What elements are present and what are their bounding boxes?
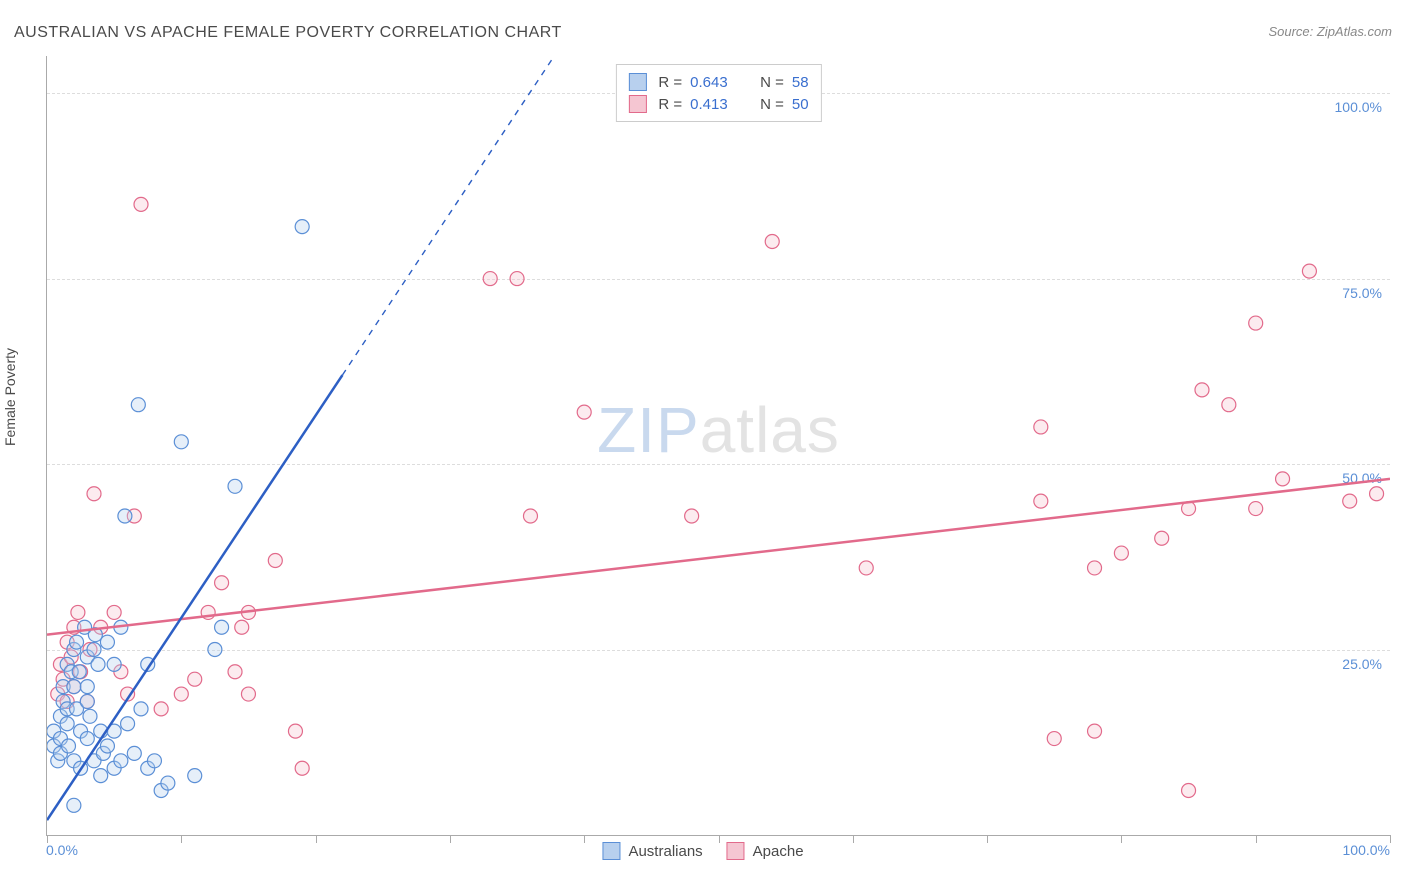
legend-series-label-1: Apache xyxy=(753,843,804,860)
legend-n-label-1: N = xyxy=(760,96,784,113)
legend-n-label-0: N = xyxy=(760,74,784,91)
x-tick-label-max: 100.0% xyxy=(1343,842,1390,858)
legend-series-swatch-1 xyxy=(727,842,745,860)
legend-n-value-0: 58 xyxy=(792,74,809,91)
x-tick-70 xyxy=(987,835,988,843)
legend-r-label-1: R = xyxy=(658,96,682,113)
x-tick-80 xyxy=(1121,835,1122,843)
chart-title: AUSTRALIAN VS APACHE FEMALE POVERTY CORR… xyxy=(14,24,562,42)
x-tick-100 xyxy=(1390,835,1391,843)
chart-container: AUSTRALIAN VS APACHE FEMALE POVERTY CORR… xyxy=(0,0,1406,892)
legend-r-label-0: R = xyxy=(658,74,682,91)
legend-series-0: Australians xyxy=(602,842,702,860)
plot-area: ZIPatlas R = 0.643 N = 58 R = 0.413 N = … xyxy=(46,56,1390,836)
legend-r-value-0: 0.643 xyxy=(690,74,742,91)
x-tick-10 xyxy=(181,835,182,843)
legend-n-value-1: 50 xyxy=(792,96,809,113)
legend-swatch-0 xyxy=(628,73,646,91)
source-label: Source: ZipAtlas.com xyxy=(1268,24,1392,39)
scatter-svg xyxy=(47,56,1390,835)
y-axis-label: Female Poverty xyxy=(2,348,18,446)
x-tick-60 xyxy=(853,835,854,843)
legend-series-label-0: Australians xyxy=(628,843,702,860)
x-tick-30 xyxy=(450,835,451,843)
legend-correlation-box: R = 0.643 N = 58 R = 0.413 N = 50 xyxy=(615,64,821,122)
legend-series-1: Apache xyxy=(727,842,804,860)
x-tick-20 xyxy=(316,835,317,843)
x-tick-40 xyxy=(584,835,585,843)
x-tick-label-min: 0.0% xyxy=(46,842,78,858)
x-tick-90 xyxy=(1256,835,1257,843)
legend-series-swatch-0 xyxy=(602,842,620,860)
legend-row-0: R = 0.643 N = 58 xyxy=(628,71,808,93)
legend-series-box: Australians Apache xyxy=(602,842,803,860)
legend-row-1: R = 0.413 N = 50 xyxy=(628,93,808,115)
legend-swatch-1 xyxy=(628,95,646,113)
legend-r-value-1: 0.413 xyxy=(690,96,742,113)
